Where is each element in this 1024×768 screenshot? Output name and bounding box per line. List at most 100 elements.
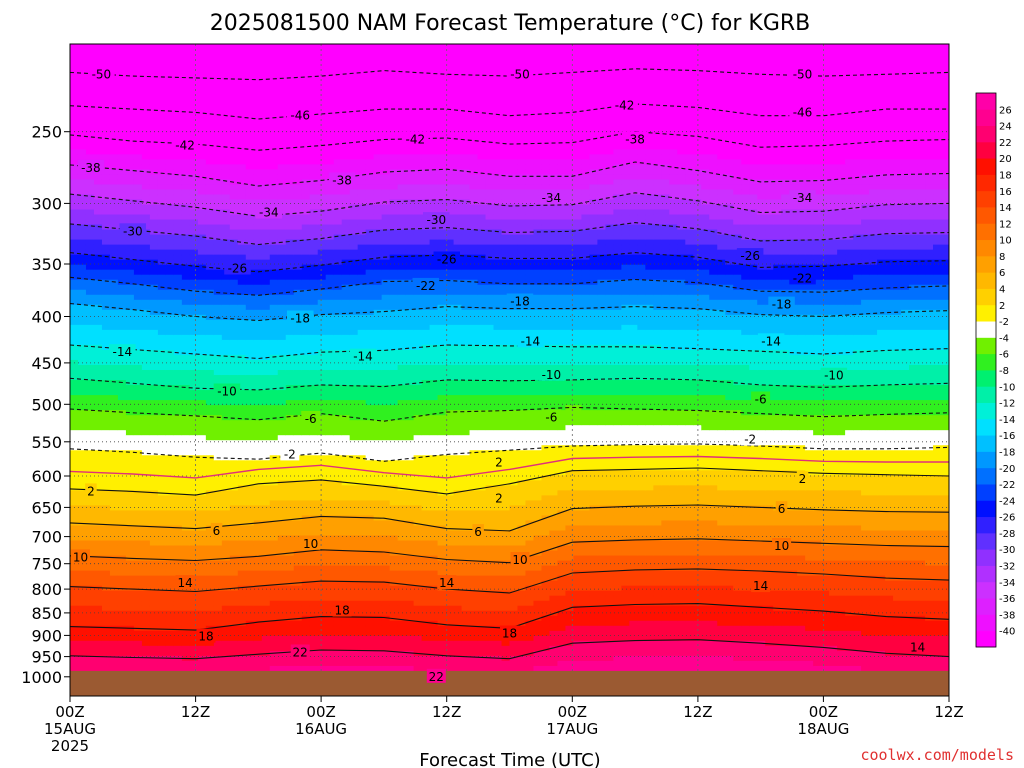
- temperature-cell: [229, 79, 239, 85]
- temperature-cell: [341, 480, 351, 486]
- temperature-cell: [309, 455, 319, 461]
- temperature-cell: [165, 214, 175, 221]
- temperature-cell: [205, 470, 215, 476]
- temperature-cell: [317, 239, 327, 246]
- temperature-cell: [133, 415, 143, 421]
- temperature-cell: [93, 585, 103, 592]
- temperature-cell: [109, 645, 119, 652]
- temperature-cell: [109, 630, 119, 637]
- temperature-cell: [213, 570, 223, 577]
- temperature-cell: [301, 575, 311, 582]
- temperature-cell: [117, 425, 127, 431]
- temperature-cell: [237, 344, 247, 351]
- temperature-cell: [349, 69, 359, 75]
- temperature-cell: [189, 500, 199, 507]
- temperature-cell: [70, 189, 79, 196]
- temperature-cell: [261, 590, 271, 597]
- temperature-cell: [237, 445, 247, 451]
- temperature-cell: [309, 244, 319, 251]
- temperature-cell: [125, 319, 135, 326]
- temperature-cell: [70, 109, 79, 115]
- temperature-cell: [325, 400, 335, 406]
- temperature-cell: [93, 590, 103, 597]
- temperature-cell: [77, 565, 87, 572]
- temperature-cell: [285, 274, 295, 281]
- temperature-cell: [213, 354, 223, 361]
- temperature-cell: [333, 650, 343, 657]
- temperature-cell: [237, 219, 247, 226]
- temperature-cell: [149, 89, 159, 95]
- temperature-cell: [285, 189, 295, 196]
- temperature-cell: [157, 425, 167, 431]
- temperature-cell: [293, 254, 303, 261]
- temperature-cell: [285, 299, 295, 306]
- temperature-cell: [101, 570, 111, 577]
- temperature-cell: [229, 615, 239, 622]
- temperature-cell: [213, 159, 223, 165]
- temperature-cell: [229, 510, 239, 517]
- temperature-cell: [109, 334, 119, 341]
- temperature-cell: [253, 610, 263, 617]
- temperature-cell: [341, 635, 351, 642]
- temperature-cell: [77, 525, 87, 532]
- temperature-cell: [213, 294, 223, 301]
- temperature-cell: [237, 440, 247, 446]
- temperature-cell: [205, 79, 215, 85]
- temperature-cell: [109, 515, 119, 522]
- temperature-cell: [365, 174, 375, 181]
- temperature-cell: [301, 620, 311, 627]
- temperature-cell: [117, 219, 127, 226]
- temperature-cell: [229, 224, 239, 231]
- temperature-cell: [93, 229, 103, 236]
- temperature-cell: [125, 415, 135, 421]
- temperature-cell: [333, 84, 343, 90]
- temperature-cell: [85, 209, 95, 216]
- temperature-cell: [101, 565, 111, 572]
- temperature-cell: [229, 525, 239, 532]
- temperature-cell: [141, 520, 151, 527]
- temperature-cell: [93, 380, 103, 386]
- temperature-cell: [117, 304, 127, 311]
- temperature-cell: [77, 324, 87, 331]
- temperature-cell: [293, 159, 303, 165]
- temperature-cell: [149, 159, 159, 165]
- temperature-cell: [357, 540, 367, 547]
- temperature-cell: [341, 214, 351, 221]
- temperature-cell: [309, 114, 319, 120]
- temperature-cell: [109, 485, 119, 491]
- temperature-cell: [229, 279, 239, 286]
- temperature-cell: [117, 665, 127, 672]
- temperature-cell: [181, 405, 191, 411]
- temperature-cell: [309, 385, 319, 391]
- temperature-cell: [125, 184, 135, 191]
- temperature-cell: [309, 440, 319, 446]
- temperature-cell: [317, 585, 327, 592]
- temperature-cell: [181, 294, 191, 301]
- temperature-cell: [189, 390, 199, 396]
- temperature-cell: [317, 334, 327, 341]
- temperature-cell: [293, 179, 303, 186]
- temperature-cell: [333, 405, 343, 411]
- temperature-cell: [70, 89, 79, 95]
- temperature-cell: [309, 435, 319, 441]
- temperature-cell: [117, 259, 127, 266]
- temperature-cell: [109, 164, 119, 170]
- temperature-cell: [205, 104, 215, 110]
- temperature-cell: [133, 660, 143, 667]
- temperature-cell: [181, 620, 191, 627]
- temperature-cell: [285, 49, 295, 55]
- temperature-cell: [85, 510, 95, 517]
- temperature-cell: [253, 385, 263, 391]
- temperature-cell: [77, 339, 87, 346]
- temperature-cell: [141, 59, 151, 65]
- temperature-cell: [205, 159, 215, 165]
- temperature-cell: [117, 435, 127, 441]
- temperature-cell: [181, 119, 191, 125]
- temperature-cell: [285, 530, 295, 537]
- temperature-cell: [213, 370, 223, 376]
- temperature-cell: [165, 354, 175, 361]
- temperature-cell: [213, 174, 223, 181]
- temperature-cell: [301, 219, 311, 226]
- temperature-cell: [365, 269, 375, 276]
- temperature-cell: [77, 244, 87, 251]
